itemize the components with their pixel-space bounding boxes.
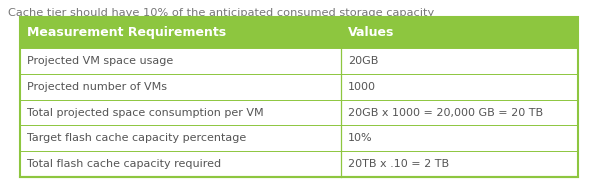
Text: 20GB x 1000 = 20,000 GB = 20 TB: 20GB x 1000 = 20,000 GB = 20 TB: [348, 108, 543, 118]
Bar: [20, 74, 578, 100]
Bar: [20, 48, 578, 74]
Text: Total projected space consumption per VM: Total projected space consumption per VM: [27, 108, 264, 118]
Text: Target flash cache capacity percentage: Target flash cache capacity percentage: [27, 133, 246, 143]
Text: 1000: 1000: [348, 82, 376, 92]
Text: 20TB x .10 = 2 TB: 20TB x .10 = 2 TB: [348, 159, 449, 169]
Bar: [20, 100, 578, 125]
Bar: [20, 151, 578, 177]
Text: Cache tier should have 10% of the anticipated consumed storage capacity: Cache tier should have 10% of the antici…: [8, 8, 434, 18]
Bar: [20, 17, 578, 48]
Text: Measurement Requirements: Measurement Requirements: [27, 26, 226, 39]
Text: Total flash cache capacity required: Total flash cache capacity required: [27, 159, 221, 169]
Text: 10%: 10%: [348, 133, 372, 143]
Bar: [20, 125, 578, 151]
Bar: [20, 17, 578, 177]
Text: Projected VM space usage: Projected VM space usage: [27, 56, 173, 66]
Text: Values: Values: [348, 26, 394, 39]
Text: Projected number of VMs: Projected number of VMs: [27, 82, 167, 92]
Text: 20GB: 20GB: [348, 56, 378, 66]
